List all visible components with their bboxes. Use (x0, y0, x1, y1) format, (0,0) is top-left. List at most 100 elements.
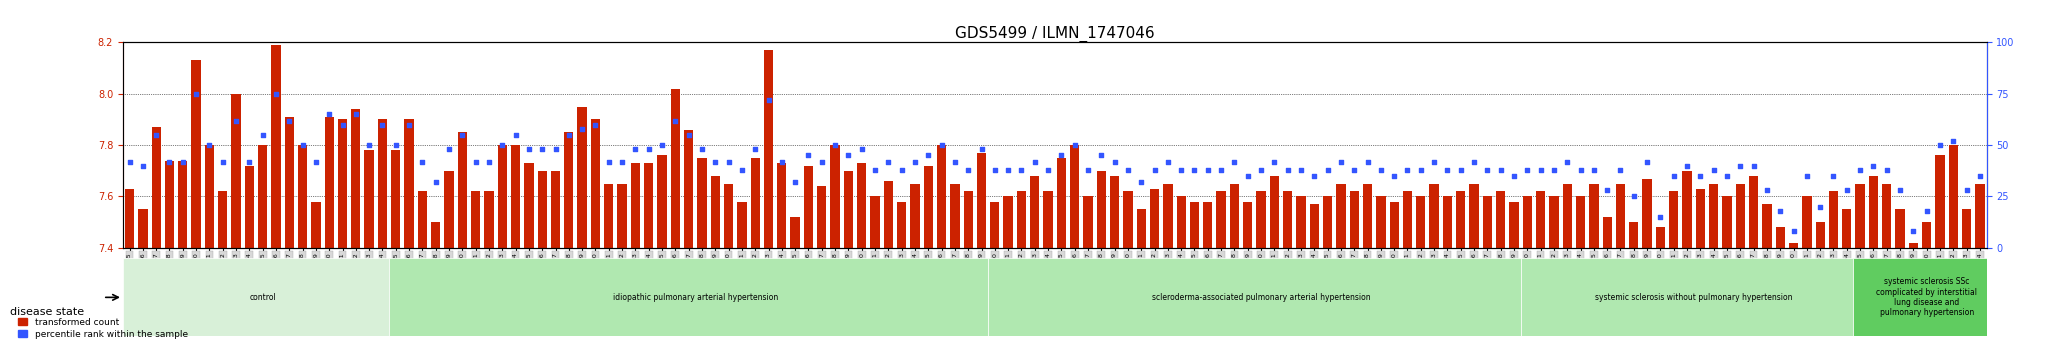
Bar (1270, 176, 1280, 248)
Bar (776, 163, 786, 248)
Bar (909, 184, 920, 248)
Bar (1083, 196, 1094, 248)
Point (393, 122, 426, 127)
Point (979, 167, 1012, 173)
Point (819, 142, 852, 148)
FancyBboxPatch shape (987, 258, 1520, 336)
Point (831, 153, 864, 158)
Bar (1137, 209, 1147, 248)
Point (1417, 159, 1450, 164)
Point (246, 132, 279, 138)
Point (1098, 159, 1130, 164)
Point (805, 159, 838, 164)
Point (580, 122, 612, 127)
Point (1698, 167, 1731, 173)
Point (1870, 167, 1903, 173)
Bar (377, 119, 387, 248)
Bar (1069, 145, 1079, 248)
Bar (324, 117, 334, 248)
Bar (258, 145, 268, 248)
Bar (125, 189, 135, 248)
Bar (1669, 191, 1679, 248)
Point (686, 147, 719, 152)
Bar (444, 171, 455, 248)
Point (526, 147, 559, 152)
Bar (791, 217, 801, 248)
Bar (1243, 201, 1253, 248)
Point (1204, 167, 1237, 173)
Bar (989, 201, 999, 248)
Bar (457, 132, 467, 248)
Bar (403, 119, 414, 248)
Bar (498, 145, 508, 248)
Bar (551, 171, 561, 248)
Bar (1602, 217, 1612, 248)
Point (1124, 179, 1157, 185)
Point (367, 122, 399, 127)
Bar (590, 119, 600, 248)
Bar (1190, 201, 1200, 248)
Bar (1749, 176, 1759, 248)
Point (1751, 188, 1784, 193)
Bar (1655, 227, 1665, 248)
Point (1884, 188, 1917, 193)
Bar (1788, 243, 1798, 248)
Text: control: control (250, 293, 276, 302)
Bar (1509, 201, 1520, 248)
Bar (1004, 196, 1014, 248)
Bar (1255, 191, 1266, 248)
Point (1831, 188, 1864, 193)
Bar (1016, 191, 1026, 248)
Bar (963, 191, 973, 248)
Bar (829, 145, 840, 248)
Bar (391, 150, 401, 248)
Bar (510, 145, 520, 248)
Bar (1841, 209, 1851, 248)
Bar (870, 196, 881, 248)
Point (713, 159, 745, 164)
Bar (1323, 196, 1333, 248)
Point (539, 147, 571, 152)
Point (1352, 159, 1384, 164)
Point (698, 159, 731, 164)
Point (1724, 163, 1757, 169)
Bar (1802, 196, 1812, 248)
Bar (270, 45, 281, 248)
Point (618, 147, 651, 152)
Point (1630, 159, 1663, 164)
Bar (137, 209, 147, 248)
Bar (152, 127, 162, 248)
Bar (1948, 145, 1958, 248)
FancyBboxPatch shape (389, 258, 987, 336)
Point (965, 147, 997, 152)
Bar (311, 201, 322, 248)
Bar (1974, 184, 1985, 248)
Bar (604, 184, 614, 248)
Bar (764, 50, 774, 248)
Bar (178, 160, 188, 248)
Bar (950, 184, 961, 248)
Bar (631, 163, 641, 248)
Point (659, 118, 692, 123)
Point (180, 91, 213, 97)
Point (287, 142, 319, 148)
Point (1337, 167, 1370, 173)
Point (446, 132, 479, 138)
Point (272, 118, 305, 123)
Legend: transformed count, percentile rank within the sample: transformed count, percentile rank withi… (14, 314, 190, 342)
Bar (1589, 184, 1599, 248)
Bar (1335, 184, 1346, 248)
Point (606, 159, 639, 164)
Bar (1389, 201, 1399, 248)
Point (352, 142, 385, 148)
Point (1843, 167, 1876, 173)
Bar (977, 153, 987, 248)
Point (1032, 167, 1065, 173)
Bar (1282, 191, 1292, 248)
Bar (684, 130, 694, 248)
Point (1591, 188, 1624, 193)
Bar (1057, 158, 1067, 248)
Bar (1522, 196, 1532, 248)
Text: scleroderma-associated pulmonary arterial hypertension: scleroderma-associated pulmonary arteria… (1151, 293, 1370, 302)
Point (1444, 167, 1477, 173)
